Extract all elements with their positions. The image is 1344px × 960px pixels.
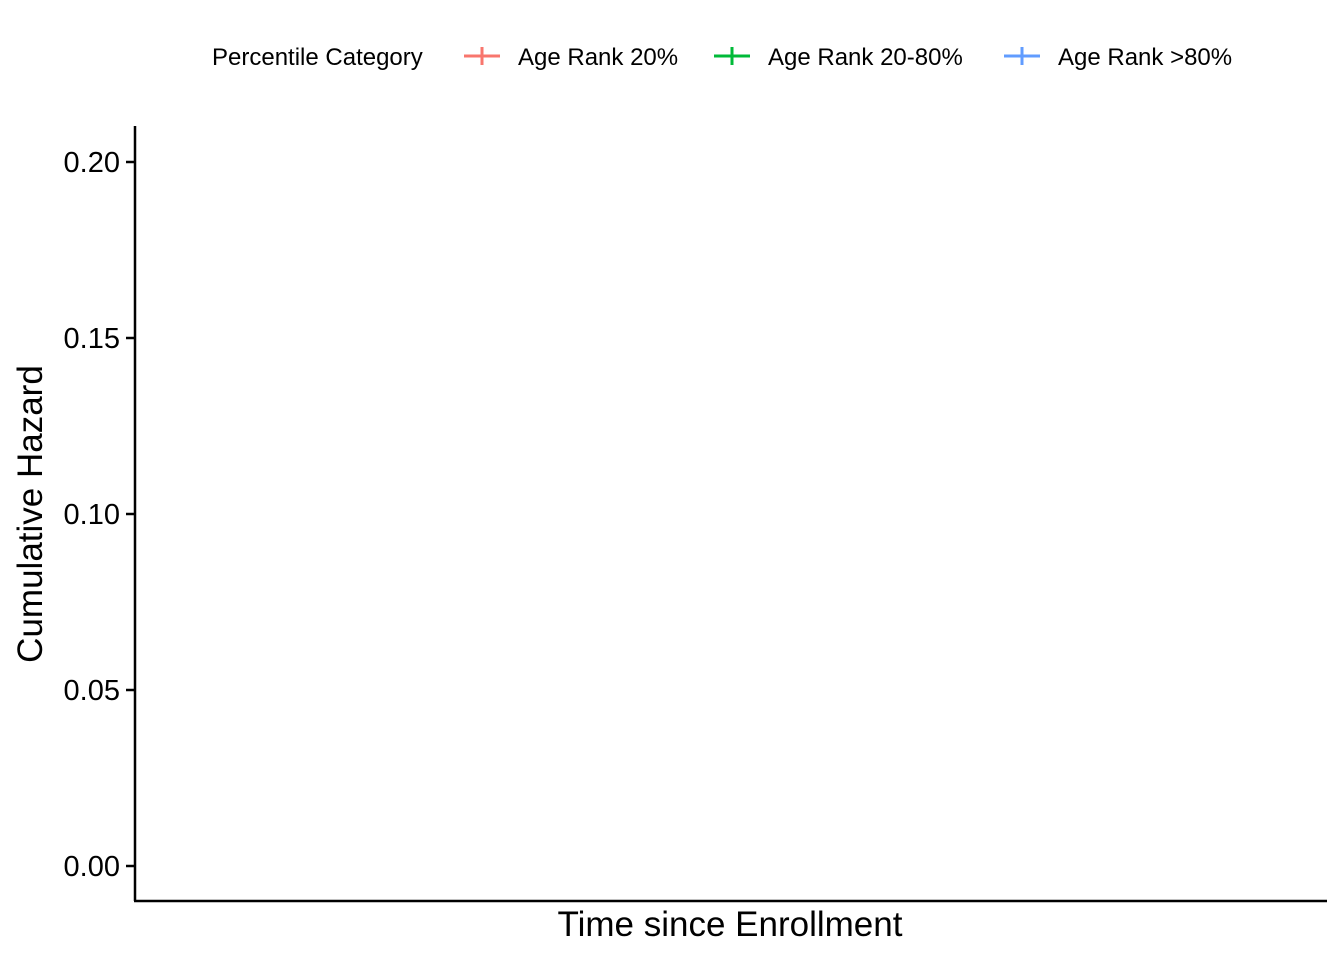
legend-entry-1: Age Rank 20-80% — [714, 44, 963, 71]
legend-entry-2: Age Rank >80% — [1004, 44, 1232, 71]
legend-label-1: Age Rank 20-80% — [768, 44, 963, 71]
y-tick-label-3: 0.15 — [64, 323, 120, 355]
legend-title: Percentile Category — [212, 44, 423, 71]
y-axis-title: Cumulative Hazard — [11, 365, 50, 663]
legend-label-0: Age Rank 20% — [518, 44, 678, 71]
legend-label-2: Age Rank >80% — [1058, 44, 1232, 71]
y-tick-label-4: 0.20 — [64, 147, 120, 179]
y-tick-label-2: 0.10 — [64, 499, 120, 531]
legend-entry-0: Age Rank 20% — [464, 44, 678, 71]
y-ticks: 0.00 0.05 0.10 0.15 0.20 — [64, 147, 135, 883]
y-tick-label-0: 0.00 — [64, 851, 120, 883]
y-tick-label-1: 0.05 — [64, 675, 120, 707]
x-axis-title: Time since Enrollment — [558, 905, 903, 944]
legend: Percentile Category Age Rank 20% Age Ran… — [212, 44, 1232, 71]
